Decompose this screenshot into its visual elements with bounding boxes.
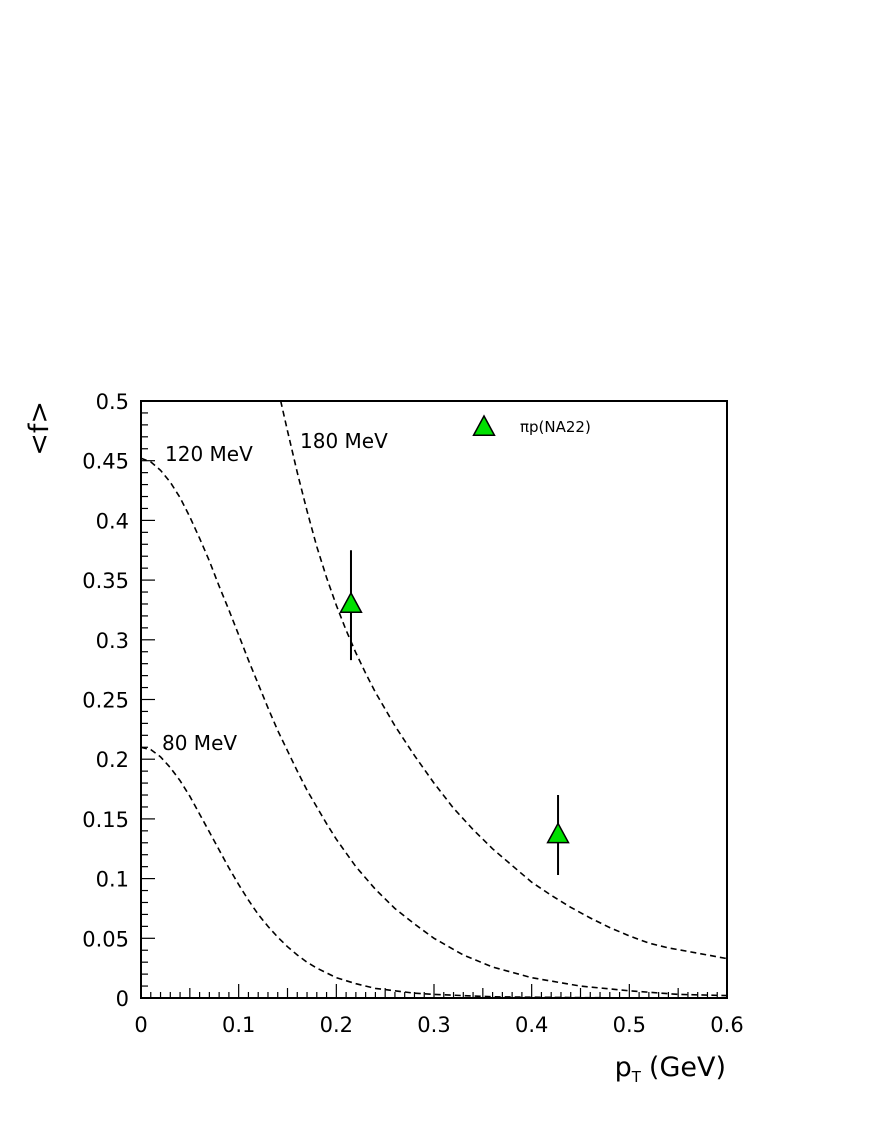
data-point-triangle xyxy=(546,821,570,844)
x-tick-label: 0 xyxy=(134,1013,147,1037)
y-tick-label: 0.35 xyxy=(82,569,129,593)
y-tick-label: 0.25 xyxy=(82,689,129,713)
curve-label-80-mev: 80 MeV xyxy=(162,731,237,755)
curve-80-mev xyxy=(140,746,727,999)
x-tick-label: 0.6 xyxy=(710,1013,743,1037)
y-tick-label: 0.5 xyxy=(96,390,129,414)
y-axis-title: <f> xyxy=(24,401,55,456)
y-tick-label: 0.3 xyxy=(96,629,129,653)
y-tick-label: 0 xyxy=(116,987,129,1011)
x-tick-label: 0.1 xyxy=(222,1013,255,1037)
x-axis-title-unit: (GeV) xyxy=(649,1052,726,1083)
x-axis-title-subscript: T xyxy=(631,1068,642,1086)
legend: πp(NA22) xyxy=(472,414,591,436)
plot-frame xyxy=(140,400,728,999)
x-axis-title-main: p xyxy=(615,1052,632,1083)
x-axis-title: pT (GeV) xyxy=(615,1052,726,1086)
axis-ticks xyxy=(140,400,728,999)
model-curves xyxy=(140,400,728,999)
legend-marker-triangle xyxy=(472,414,496,436)
x-tick-label: 0.5 xyxy=(613,1013,646,1037)
x-tick-label: 0.2 xyxy=(320,1013,353,1037)
curve-120-mev xyxy=(140,457,728,997)
x-tick-label: 0.4 xyxy=(515,1013,548,1037)
y-tick-label: 0.15 xyxy=(82,808,129,832)
y-tick-label: 0.1 xyxy=(96,868,129,892)
legend-label: πp(NA22) xyxy=(520,418,591,436)
y-tick-label: 0.2 xyxy=(96,748,129,772)
y-tick-label: 0.4 xyxy=(96,509,129,533)
data-points xyxy=(339,550,570,876)
curve-label-180-mev: 180 MeV xyxy=(300,429,388,453)
y-tick-label: 0.45 xyxy=(82,450,129,474)
x-tick-label: 0.3 xyxy=(417,1013,450,1037)
curve-label-120-mev: 120 MeV xyxy=(165,442,253,466)
tick-labels: 0 0.1 0.2 0.3 0.4 0.5 0.6 0 0.05 0.1 0.15 0.2 0.25 0.… xyxy=(82,390,743,1037)
data-point-triangle xyxy=(339,591,363,613)
y-tick-label: 0.05 xyxy=(82,927,129,951)
curve-180-mev xyxy=(279,400,728,960)
